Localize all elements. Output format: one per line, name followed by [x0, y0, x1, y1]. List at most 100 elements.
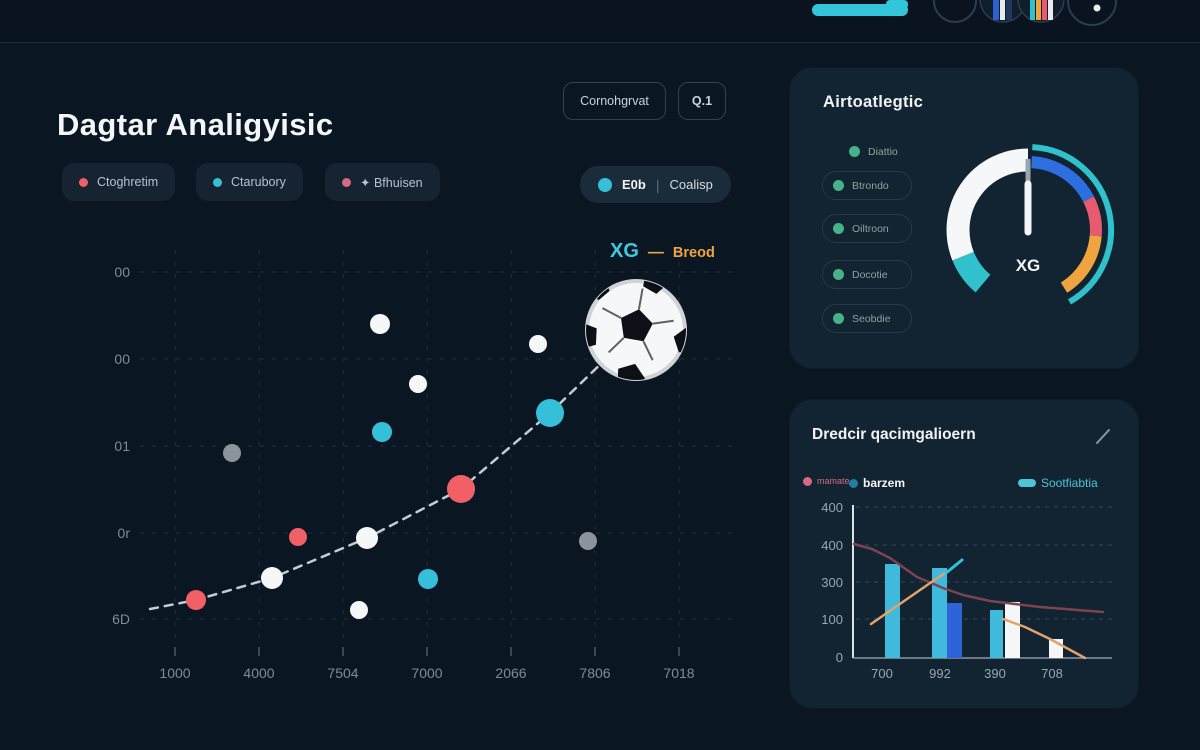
trend-legend-item: mamate — [803, 476, 850, 486]
mini-x-tick-label: 700 — [871, 666, 893, 681]
mini-bar — [885, 564, 900, 658]
legend-label: mamate — [817, 476, 850, 486]
x-tick-label: 7806 — [579, 665, 610, 681]
gauge-item-label: Docotie — [852, 268, 888, 281]
scatter-point — [350, 601, 368, 619]
chart-stripes-icon[interactable] — [1017, 0, 1065, 23]
mini-y-tick-label: 100 — [821, 612, 843, 627]
series-selector-divider: | — [655, 176, 660, 193]
pill-label: Ctoghretim — [97, 175, 159, 189]
gauge-segment — [1031, 156, 1094, 203]
quarter-button[interactable]: Q.1 — [678, 82, 726, 120]
scatter-point — [536, 399, 564, 427]
y-tick-label: 00 — [114, 264, 130, 280]
status-dot — [833, 313, 844, 324]
trend-line — [148, 353, 612, 611]
legend-dot — [803, 476, 812, 486]
legend-xg-label: XG — [610, 240, 639, 262]
pill-dot — [342, 177, 351, 187]
pill-dot — [79, 177, 88, 187]
mini-line — [944, 558, 964, 575]
x-tick-label: 2066 — [495, 665, 526, 681]
gauge-item[interactable]: Seobdie — [822, 304, 912, 333]
status-dot — [833, 223, 844, 234]
xg-gauge: XG — [946, 144, 1115, 305]
gauge-label: XG — [1016, 256, 1041, 275]
gauge-segment — [1032, 144, 1115, 305]
y-tick-label: 0r — [118, 525, 131, 541]
gauge-item[interactable]: Btrondo — [822, 171, 912, 200]
y-tick-label: 00 — [114, 351, 130, 367]
legend-dot — [849, 478, 858, 488]
pill-label: ✦ Bfhuisen — [360, 175, 423, 190]
series-selector-left: E0b — [622, 177, 646, 192]
legend-dot — [1018, 479, 1036, 487]
x-tick-label: 7504 — [327, 665, 358, 681]
filter-pill[interactable]: Ctarubory — [196, 163, 303, 201]
mini-line — [1001, 617, 1087, 660]
legend-label: Sootfiabtia — [1041, 476, 1098, 490]
series-selector-pill[interactable]: E0b | Coalisp — [580, 166, 731, 203]
scatter-point — [372, 422, 392, 442]
gauge-item-label: Btrondo — [852, 179, 889, 192]
x-tick-label: 7000 — [411, 665, 442, 681]
scatter-point — [418, 569, 438, 589]
scatter-point — [223, 444, 241, 462]
x-tick-label: 4000 — [243, 665, 274, 681]
y-tick-label: 6D — [112, 611, 130, 627]
xg-scatter-chart: 1000 4000 7504 7000 2066 7806 7018 00 00 01 0r 6D — [112, 250, 740, 681]
legend-dash: — — [647, 244, 664, 261]
mini-x-tick-label: 390 — [984, 666, 1006, 681]
mini-bar — [932, 568, 947, 658]
gauge-item[interactable]: Oiltroon — [822, 214, 912, 243]
chart-stripes-icon[interactable] — [979, 0, 1027, 23]
pill-dot — [213, 177, 222, 187]
mini-y-tick-label: 300 — [821, 575, 843, 590]
gauge-segment — [952, 251, 991, 293]
gauge-item-label: Oiltroon — [852, 222, 889, 235]
gauge-item-label: Seobdie — [852, 312, 891, 325]
x-tick-label: 1000 — [159, 665, 190, 681]
mini-bar — [990, 610, 1003, 658]
scatter-point — [409, 375, 427, 393]
gauge-segment — [1083, 196, 1102, 237]
mini-y-tick-label: 0 — [836, 650, 843, 665]
mini-y-tick-label: 400 — [821, 538, 843, 553]
mini-line — [869, 569, 950, 626]
scatter-point — [447, 475, 475, 503]
status-dot — [833, 269, 844, 280]
filter-pill[interactable]: Ctoghretim — [62, 163, 176, 201]
topbar — [0, 0, 1200, 43]
record-icon[interactable] — [1067, 0, 1117, 26]
trend-legend: mamate barzem Sootfiabtia — [790, 476, 1138, 492]
scatter-point — [356, 527, 378, 549]
gauge-segment — [1060, 235, 1102, 293]
mini-trend-chart: 400 400 300 100 0 700 992 390 708 — [821, 500, 1112, 681]
scatter-point — [261, 567, 283, 589]
scatter-point — [529, 335, 547, 353]
mini-bar — [1005, 602, 1020, 658]
mini-bar — [947, 603, 962, 658]
brand-logo-icon[interactable] — [790, 0, 920, 42]
legend-series-name: Breod — [672, 245, 715, 261]
x-tick-label: 7018 — [663, 665, 694, 681]
mini-y-tick-label: 400 — [821, 500, 843, 515]
soccer-ball-icon — [585, 279, 687, 381]
gauge-item[interactable]: Docotie — [822, 260, 912, 289]
scatter-legend: XG — Breod — [610, 240, 715, 263]
scatter-point — [579, 532, 597, 550]
compare-button[interactable]: Cornohgrvat — [563, 82, 666, 120]
gauge-item[interactable]: Diattio — [838, 137, 928, 166]
scatter-point — [289, 528, 307, 546]
mini-x-tick-label: 992 — [929, 666, 951, 681]
trend-card-title: Dredcir qacimgalioern — [812, 426, 976, 443]
page-title: Dagtar Analigyisic — [57, 106, 334, 142]
scatter-point — [186, 590, 206, 610]
y-tick-label: 01 — [114, 438, 130, 454]
circle-icon[interactable] — [933, 0, 977, 23]
scatter-point — [370, 314, 390, 334]
status-dot — [849, 146, 860, 157]
edit-icon[interactable] — [1094, 428, 1112, 446]
filter-pill[interactable]: ✦ Bfhuisen — [325, 163, 440, 201]
